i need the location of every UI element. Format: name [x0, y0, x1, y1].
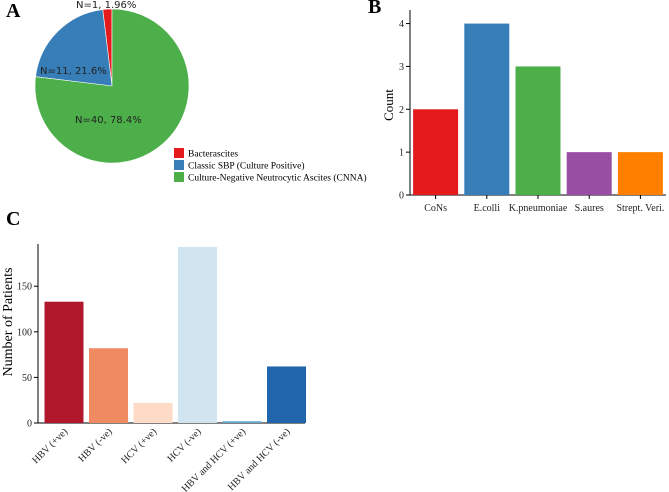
bar-b-cons: [413, 109, 459, 195]
x-tick-label-b-s-aures: S.aures: [575, 203, 604, 214]
panel-letter-c: C: [6, 208, 20, 230]
y-tick-label-b-0: 0: [399, 191, 404, 202]
x-tick-label-c-hbv-ve: HBV (-ve): [77, 426, 115, 464]
x-tick-label-b-strept-veri: Strept. Veri.: [616, 203, 664, 214]
x-tick-label-b-e-colli: E.colli: [474, 203, 501, 214]
pie-label-3: N=40, 78.4%: [75, 115, 142, 126]
x-tick-label-c-hcv-ve: HCV (+ve): [119, 426, 159, 466]
bar-b-strept-veri: [617, 152, 663, 195]
y-tick-label-c-50: 50: [22, 373, 32, 384]
bar-b-e-colli: [464, 23, 510, 196]
x-tick-label-c-hbv-ve: HBV (+ve): [30, 426, 70, 466]
pie-slice-culture-negative-neutrocytic-ascites-cnna: [34, 8, 190, 164]
pie-chart-a: N=1, 1.96% N=11, 21.6% N=40, 78.4%: [34, 0, 190, 164]
bar-c-hbv-and-hcv-ve: [222, 421, 262, 423]
panel-letter-a: A: [6, 0, 21, 22]
y-tick-label-c-0: 0: [27, 419, 32, 430]
legend-swatch-culture-negative-neutrocytic-ascites-cnna: [174, 172, 184, 182]
bar-c-hbv-and-hcv-ve: [267, 366, 306, 423]
bar-chart-b: 0 1 2 3 4 CoNs E.colli K.pneumoniae S.aures Strep…: [381, 10, 666, 214]
x-tick-label-c-hcv-ve: HCV (-ve): [166, 426, 204, 464]
panel-letter-b: B: [368, 0, 381, 18]
y-tick-label-b-3: 3: [399, 62, 404, 73]
legend-label-bacterascites: Bacterascites: [188, 150, 238, 160]
pie-label-1: N=1, 1.96%: [76, 0, 136, 11]
y-tick-label-b-1: 1: [399, 148, 404, 159]
x-tick-label-b-k-pneumoniae: K.pneumoniae: [509, 203, 568, 214]
bar-chart-c: 0 50 100 150 HBV (+ve) HBV (-ve) HCV (+ve) HCV …: [1, 244, 306, 492]
y-axis-title-c: Number of Patients: [1, 268, 16, 377]
x-tick-label-b-cons: CoNs: [424, 203, 447, 214]
pie-slice-classic-sbp-culture-positive: [35, 9, 113, 87]
y-tick-label-b-2: 2: [399, 105, 404, 116]
y-axis-title-b: Count: [381, 89, 396, 121]
y-tick-label-b-4: 4: [399, 19, 404, 30]
legend-label-classic-sbp-culture-positive: Classic SBP (Culture Positive): [188, 161, 305, 172]
y-tick-label-c-100: 100: [17, 327, 32, 338]
bar-c-hcv-ve: [178, 247, 217, 423]
legend-label-culture-negative-neutrocytic-ascites-cnna: Culture-Negative Neutrocytic Ascites (CN…: [188, 173, 367, 184]
bar-c-hbv-ve: [89, 348, 128, 423]
legend-swatch-bacterascites: [174, 148, 184, 158]
legend-swatch-classic-sbp-culture-positive: [174, 160, 184, 170]
bar-c-hbv-ve: [44, 301, 84, 423]
bar-c-hcv-ve: [133, 402, 173, 423]
bar-b-k-pneumoniae: [515, 66, 561, 195]
pie-label-2: N=11, 21.6%: [40, 66, 107, 77]
y-tick-label-c-150: 150: [17, 282, 32, 293]
bar-b-s-aures: [566, 152, 612, 195]
